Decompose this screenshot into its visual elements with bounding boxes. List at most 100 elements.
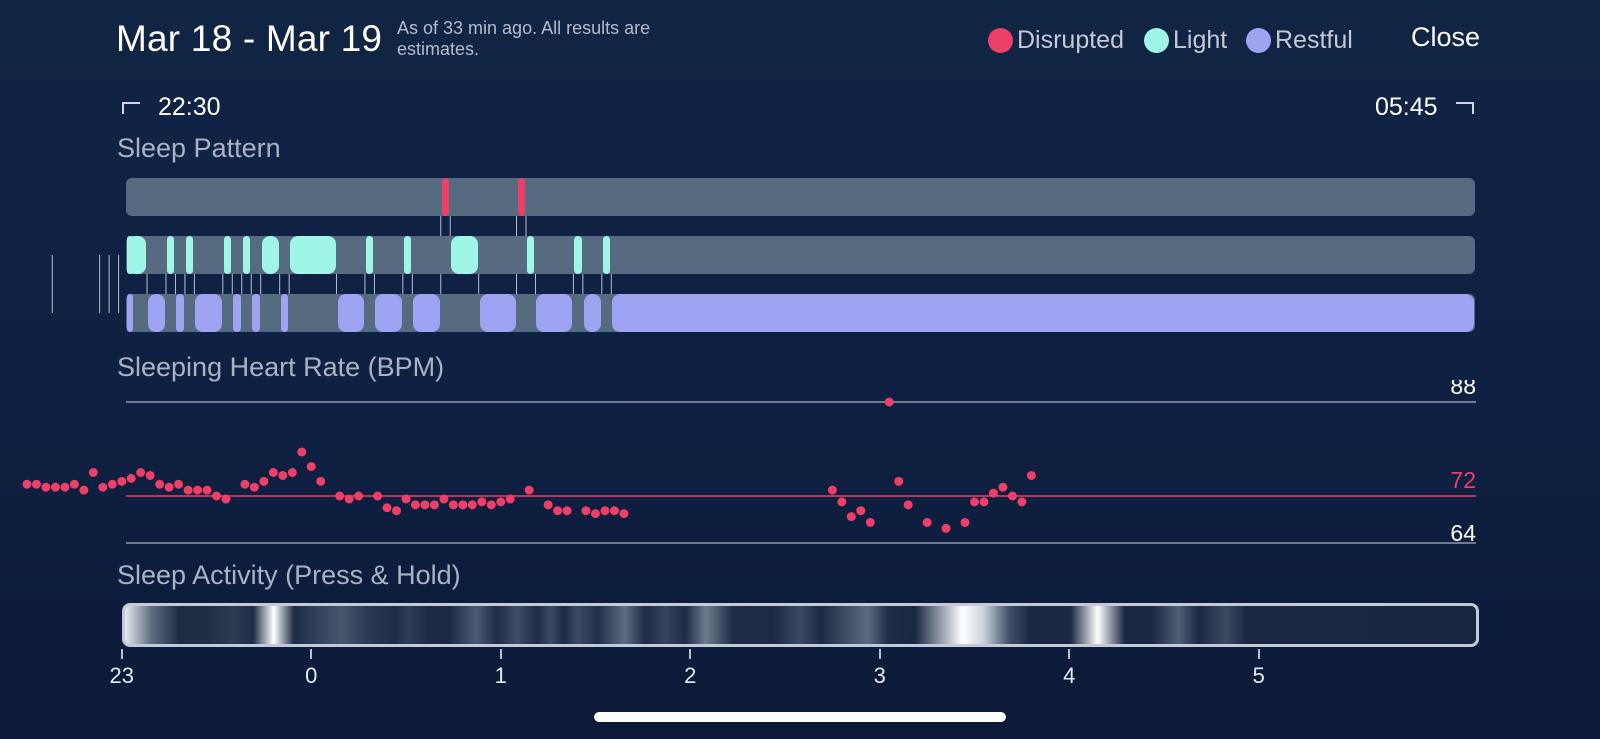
start-time-label: 22:30 — [158, 93, 221, 121]
restful-dot-icon — [1246, 27, 1271, 53]
axis-tick-mark — [499, 649, 502, 659]
heart-rate-point — [591, 509, 600, 519]
light-segment — [185, 236, 194, 274]
axis-tick-mark — [878, 649, 881, 659]
end-time-label: 05:45 — [1375, 93, 1438, 121]
axis-tick-label: 0 — [305, 663, 318, 688]
light-segment — [403, 236, 412, 274]
heart-rate-point — [477, 497, 487, 507]
heart-rate-point — [1017, 497, 1027, 507]
restful-segment — [176, 294, 184, 332]
restful-segment — [252, 294, 260, 332]
heart-rate-point — [240, 479, 250, 489]
axis-tick-label: 2 — [684, 663, 697, 688]
light-segment — [574, 236, 582, 274]
min-bpm-label: 64 — [1450, 520, 1476, 546]
heart-rate-point — [183, 485, 193, 495]
heart-rate-point — [922, 517, 932, 527]
axis-tick-mark — [1068, 649, 1071, 659]
axis-tick-label: 1 — [494, 663, 507, 688]
light-segment — [527, 236, 535, 274]
heart-rate-point — [268, 468, 278, 477]
light-segment — [261, 236, 279, 274]
heart-rate-point — [600, 506, 610, 516]
close-button[interactable]: Close — [1411, 22, 1481, 52]
heart-rate-point — [335, 491, 345, 501]
heart-rate-point — [1007, 491, 1017, 501]
legend-restful: Restful — [1246, 23, 1353, 57]
heart-rate-point — [297, 447, 307, 457]
heart-rate-point — [619, 509, 629, 519]
heart-rate-point — [117, 476, 127, 486]
max-bpm-label: 88 — [1450, 380, 1476, 399]
heart-rate-point — [392, 506, 402, 516]
heart-rate-point — [581, 506, 591, 516]
heart-rate-point — [420, 500, 430, 510]
heart-rate-point — [827, 485, 837, 495]
axis-tick-mark — [310, 649, 313, 659]
heart-rate-point — [894, 476, 904, 486]
heart-rate-point — [562, 506, 572, 516]
heart-rate-point — [988, 488, 998, 498]
heart-rate-point — [884, 397, 894, 407]
sleep-activity-title: Sleep Activity (Press & Hold) — [117, 560, 461, 590]
heart-rate-point — [941, 523, 951, 533]
heart-rate-point — [856, 506, 866, 516]
heart-rate-point — [107, 479, 117, 489]
heart-rate-point — [41, 482, 51, 492]
heart-rate-point — [164, 482, 174, 492]
heart-rate-point — [31, 479, 41, 489]
heart-rate-point — [979, 497, 989, 507]
end-time: 05:45 — [1375, 93, 1474, 122]
restful-segment — [375, 294, 402, 332]
restful-segment — [148, 294, 165, 332]
heart-rate-point — [98, 482, 108, 492]
light-segment — [166, 236, 175, 274]
disrupted-track — [126, 178, 1475, 216]
end-bracket-icon — [1455, 101, 1474, 114]
estimate-note: As of 33 min ago. All results are estima… — [397, 18, 651, 59]
heart-rate-point — [524, 485, 534, 495]
heart-rate-points — [22, 397, 1036, 533]
heart-rate-point — [609, 506, 619, 516]
heart-rate-point — [259, 476, 269, 486]
start-bracket-icon — [122, 101, 140, 114]
heart-rate-point — [429, 500, 439, 510]
disrupted-dot-icon — [988, 27, 1013, 53]
heart-rate-point — [486, 500, 496, 510]
heart-rate-title: Sleeping Heart Rate (BPM) — [117, 352, 445, 382]
heart-rate-point — [249, 482, 259, 492]
heart-rate-point — [60, 482, 70, 492]
light-segment — [290, 236, 336, 274]
disrupted-segment — [517, 178, 525, 216]
heart-rate-point — [22, 479, 32, 489]
restful-segment — [413, 294, 440, 332]
heart-rate-point — [126, 473, 136, 483]
heart-rate-point — [88, 468, 98, 477]
restful-segment — [195, 294, 222, 332]
light-segment — [127, 236, 147, 274]
light-dot-icon — [1144, 27, 1169, 53]
heart-rate-point — [278, 470, 288, 480]
sleep-activity-bar[interactable] — [122, 603, 1479, 647]
legend-light: Light — [1144, 23, 1227, 57]
light-segment — [365, 236, 374, 274]
heart-rate-point — [960, 517, 970, 527]
restful-segment — [337, 294, 364, 332]
heart-rate-point — [467, 500, 477, 510]
heart-rate-point — [79, 485, 89, 495]
restful-track — [126, 294, 1475, 332]
date-range-title: Mar 18 - Mar 19 — [116, 18, 383, 59]
axis-tick-label: 4 — [1063, 663, 1076, 688]
heart-rate-point — [155, 479, 165, 489]
axis-tick-label: 5 — [1252, 663, 1265, 688]
light-segment — [451, 236, 478, 274]
home-indicator[interactable] — [594, 712, 1006, 722]
heart-rate-chart[interactable]: 88 72 64 — [0, 380, 1600, 550]
heart-rate-point — [543, 500, 553, 510]
heart-rate-point — [553, 506, 563, 516]
heart-rate-point — [458, 500, 468, 510]
light-segment — [242, 236, 251, 274]
heart-rate-point — [1026, 470, 1036, 480]
avg-bpm-label: 72 — [1450, 467, 1476, 493]
